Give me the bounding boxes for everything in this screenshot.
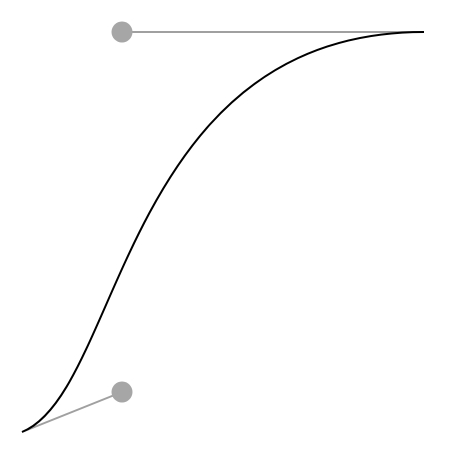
control-point-1[interactable] [111, 381, 133, 403]
bezier-curve [21, 31, 425, 433]
handle-line-start [21, 391, 123, 433]
control-point-2[interactable] [111, 21, 133, 43]
